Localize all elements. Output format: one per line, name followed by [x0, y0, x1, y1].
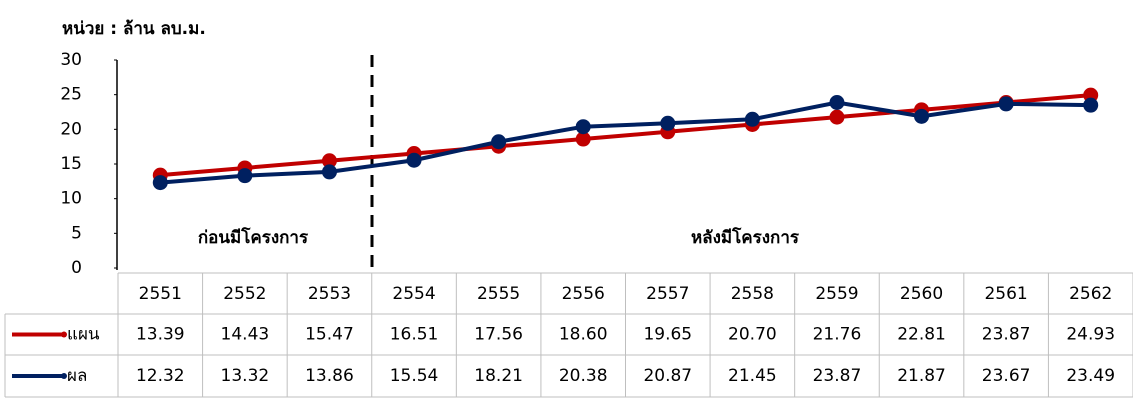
- table-value: 23.49: [1066, 366, 1115, 386]
- legend-marker: [61, 331, 67, 338]
- y-tick-label: 20: [60, 119, 82, 139]
- point: [829, 95, 845, 111]
- x-tick-label: 2551: [139, 284, 182, 304]
- x-tick-label: 2557: [646, 284, 689, 304]
- unit-label: หน่วย : ล้าน ลบ.ม.: [62, 19, 206, 39]
- point: [660, 115, 676, 131]
- table-value: 19.65: [643, 325, 692, 345]
- table-value: 13.39: [136, 325, 185, 345]
- table-value: 20.87: [643, 366, 692, 386]
- x-tick-label: 2554: [392, 284, 435, 304]
- table-value: 22.81: [897, 325, 946, 345]
- x-tick-label: 2558: [731, 284, 774, 304]
- table-value: 21.45: [728, 366, 777, 386]
- legend-marker: [61, 373, 67, 379]
- table-value: 13.86: [305, 366, 354, 386]
- table-value: 18.60: [559, 325, 608, 345]
- series-line: [160, 93, 1091, 178]
- table-value: 15.47: [305, 325, 354, 345]
- point: [237, 168, 253, 184]
- annotation: หลังมีโครงการ: [691, 227, 800, 248]
- point: [321, 164, 337, 180]
- point: [829, 109, 845, 125]
- point: [406, 152, 422, 168]
- legend-label: แผน: [67, 325, 100, 345]
- point: [575, 119, 591, 135]
- table-value: 15.54: [390, 366, 439, 386]
- point: [914, 108, 930, 124]
- x-tick-label: 2552: [223, 284, 266, 304]
- x-tick-label: 2562: [1069, 284, 1112, 304]
- table-value: 20.70: [728, 325, 777, 345]
- x-tick-label: 2553: [308, 284, 351, 304]
- table-value: 13.32: [221, 366, 270, 386]
- table-value: 18.21: [474, 366, 523, 386]
- y-tick-label: 30: [60, 50, 82, 70]
- table-value: 23.67: [982, 366, 1031, 386]
- legend-label: ผล: [67, 366, 87, 386]
- point: [575, 131, 591, 147]
- x-tick-label: 2559: [815, 284, 858, 304]
- point: [491, 134, 507, 150]
- point: [321, 153, 337, 169]
- table-value: 12.32: [136, 366, 185, 386]
- x-tick-label: 2555: [477, 284, 520, 304]
- x-tick-label: 2561: [984, 284, 1027, 304]
- table-value: 20.38: [559, 366, 608, 386]
- y-tick-label: 0: [71, 258, 82, 278]
- y-tick-label: 5: [71, 223, 82, 243]
- table-value: 16.51: [390, 325, 439, 345]
- point: [998, 96, 1014, 112]
- y-tick-label: 15: [60, 154, 82, 174]
- series-line: [160, 100, 1091, 185]
- x-tick-label: 2556: [562, 284, 605, 304]
- point: [1083, 97, 1099, 113]
- y-tick-label: 10: [60, 189, 82, 209]
- annotation: ก่อนมีโครงการ: [198, 227, 309, 248]
- table-value: 17.56: [474, 325, 523, 345]
- y-tick-label: 25: [60, 85, 82, 105]
- x-tick-label: 2560: [900, 284, 943, 304]
- table-value: 23.87: [982, 325, 1031, 345]
- table-value: 14.43: [221, 325, 270, 345]
- table-value: 23.87: [813, 366, 862, 386]
- point: [744, 111, 760, 127]
- table-value: 24.93: [1066, 325, 1115, 345]
- point: [152, 175, 168, 191]
- table-value: 21.87: [897, 366, 946, 386]
- table-value: 21.76: [813, 325, 862, 345]
